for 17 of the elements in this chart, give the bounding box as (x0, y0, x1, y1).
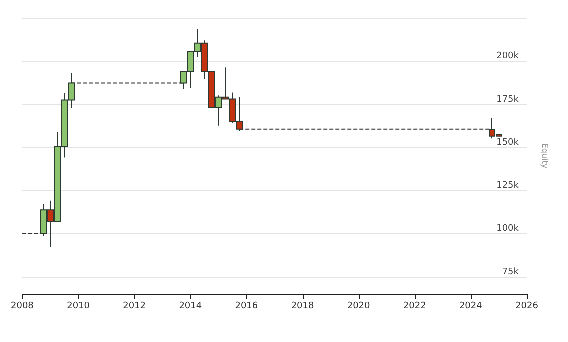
x-tick-label: 2012 (123, 302, 146, 312)
x-tick-label: 2020 (347, 302, 371, 312)
y-tick-label: 75k (502, 267, 520, 278)
y-tick-label: 100k (496, 224, 520, 234)
x-tick-label: 2018 (291, 302, 314, 312)
y-tick-label: 175k (496, 94, 520, 105)
y-tick-label: 200k (496, 52, 520, 62)
x-tick-label: 2008 (11, 302, 34, 312)
y-tick-label: 125k (496, 181, 520, 191)
x-tick-label: 2026 (516, 302, 539, 312)
x-tick-label: 2014 (179, 302, 202, 312)
y-axis-title: Equity (540, 143, 550, 169)
x-tick-label: 2024 (459, 302, 483, 312)
x-tick-label: 2022 (403, 302, 426, 312)
x-tick-label: 2016 (235, 302, 258, 312)
y-tick-label: 150k (496, 138, 520, 148)
x-tick-label: 2010 (67, 302, 90, 312)
